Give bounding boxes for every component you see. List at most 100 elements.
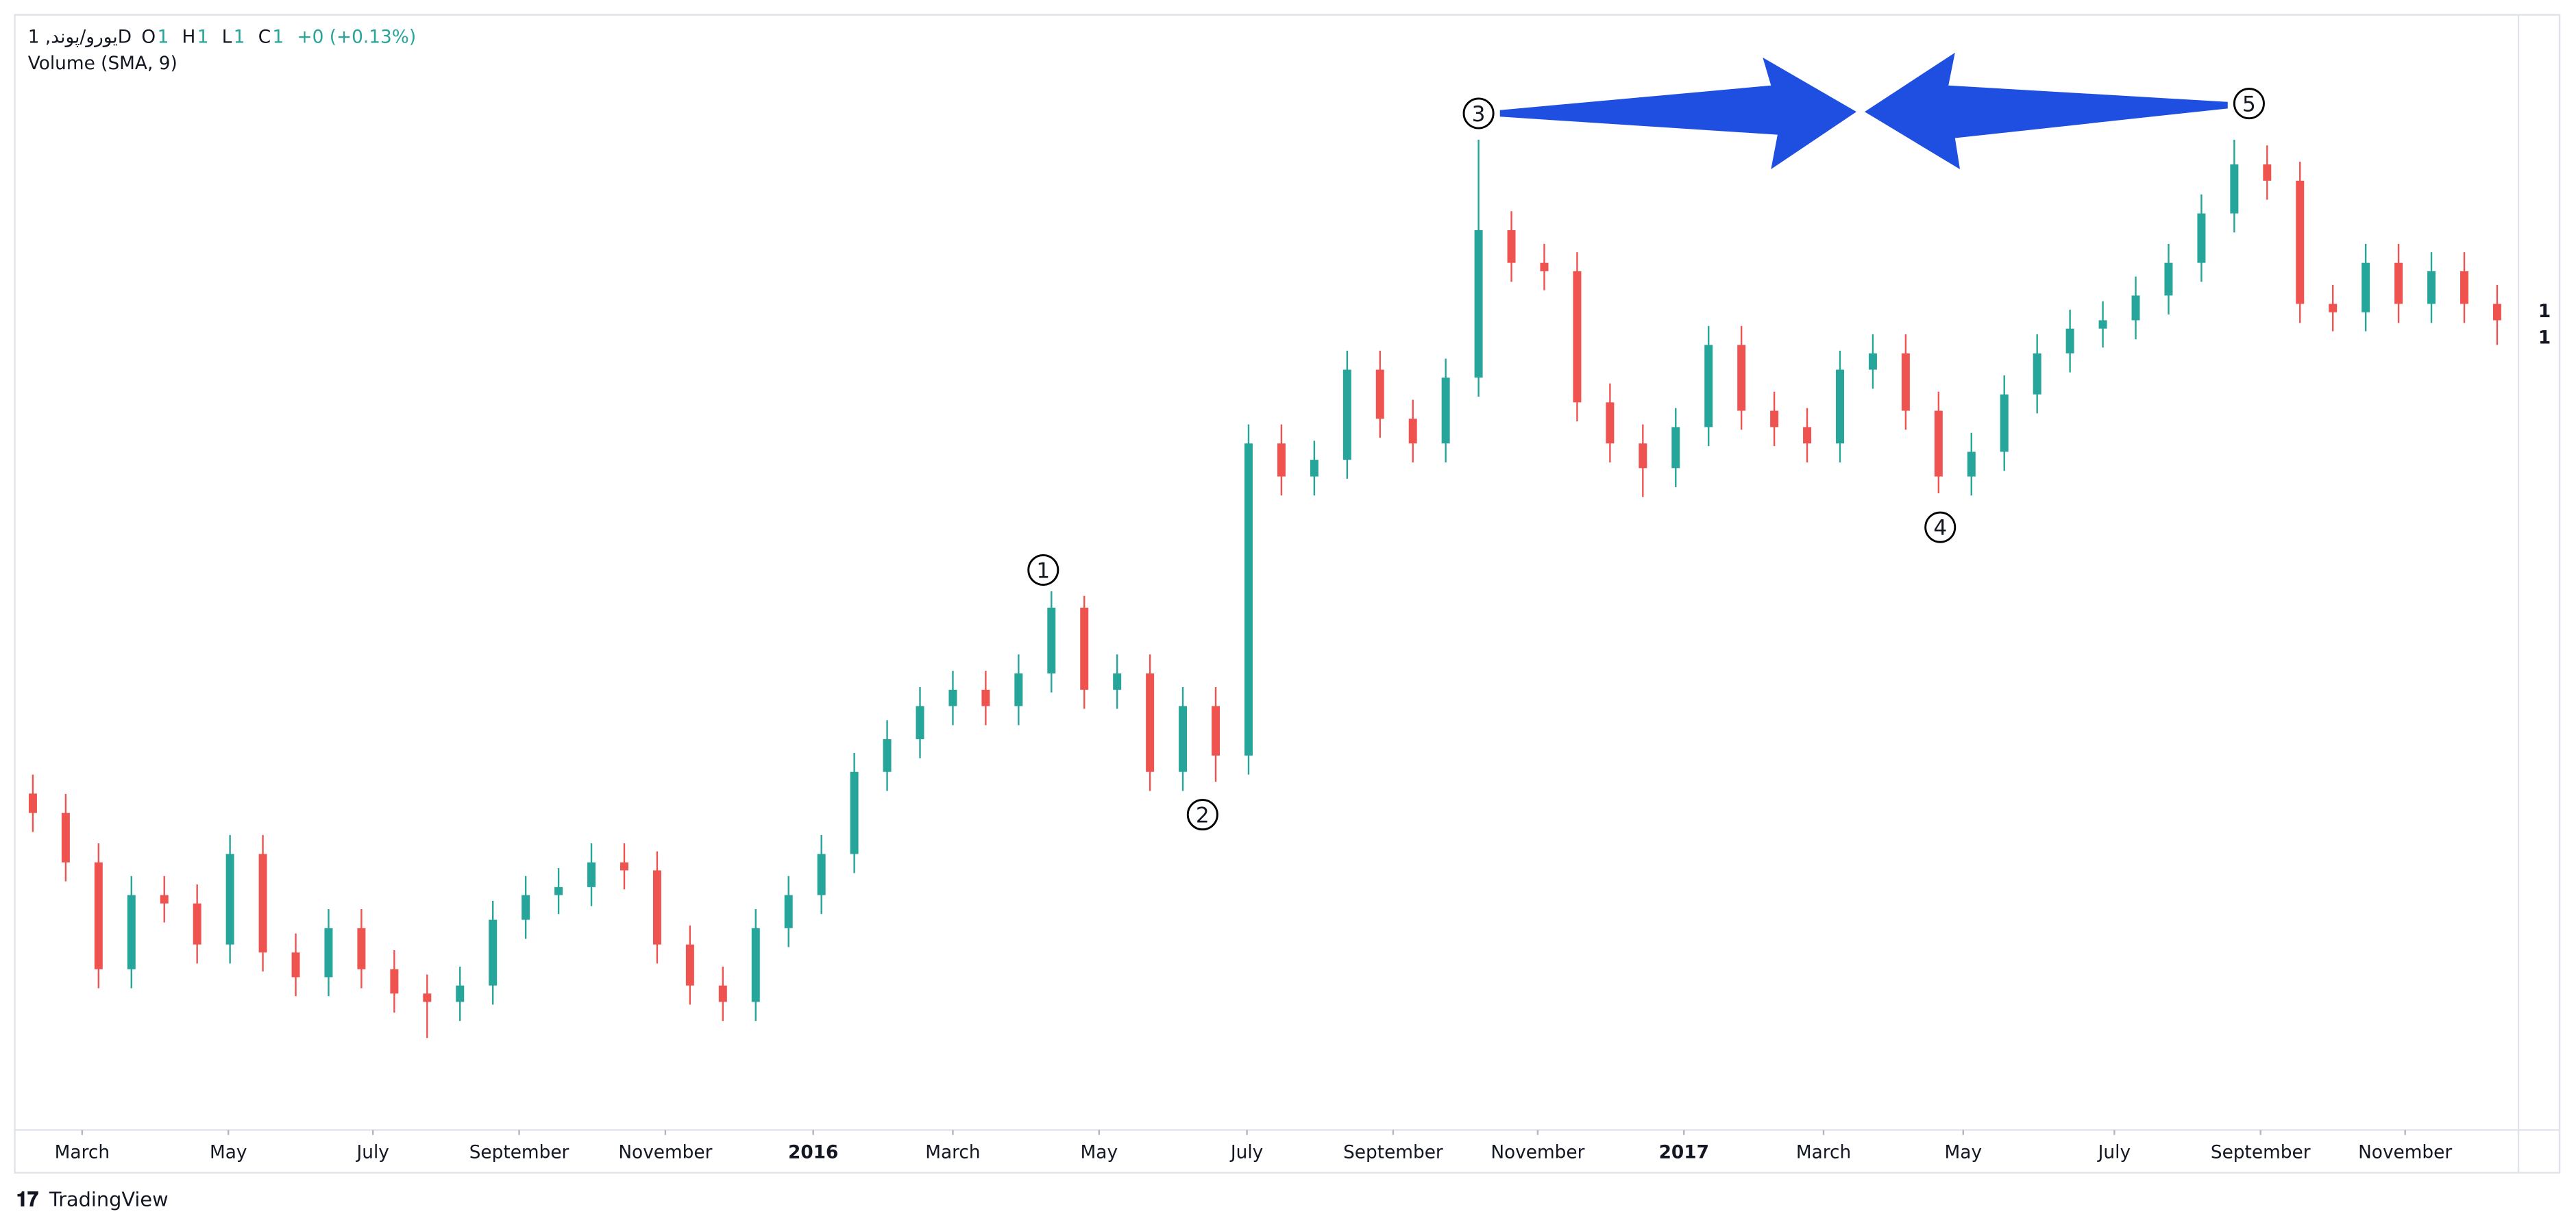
candle-body [1901,353,1910,411]
ohlc-value: 1 [273,27,284,48]
x-tick-label: 2016 [788,1143,838,1163]
candle-body [587,862,596,887]
candle-body [2362,262,2370,312]
candle-body [258,854,267,953]
x-tick-label: September [1343,1143,1443,1163]
candle-body [718,985,727,1002]
candle-body [1179,706,1188,772]
x-tick-label: November [1491,1143,1584,1163]
candle-body [1146,673,1155,772]
candle-body [94,862,103,969]
candle-body [1047,607,1056,673]
candle-body [685,944,694,986]
symbol: یورو/پوند, 1D [28,27,132,48]
candle-body [2131,295,2140,321]
candle-body [883,739,892,772]
candle-body [916,706,924,739]
x-tick-label: May [210,1143,247,1163]
x-tick-label: November [2358,1143,2452,1163]
ohlc-value: 1 [197,27,209,48]
candle-body [620,862,628,871]
ohlc-label: C [258,27,271,48]
candle-body [784,895,793,928]
candle-body [1507,230,1516,263]
x-tick-label: July [1229,1143,1263,1163]
ohlc-label: H [182,27,196,48]
x-tick-label: May [1081,1143,1118,1163]
candle-body [357,928,366,969]
candle-body [1934,410,1943,477]
candle-body [61,813,70,863]
candle-body [1639,443,1647,469]
candle-body [2065,328,2074,354]
annotation-label: 5 [2242,92,2256,117]
x-tick-label: March [925,1143,980,1163]
candle-body [390,969,399,994]
x-tick-label: July [2097,1143,2131,1163]
candle-body [981,689,990,706]
logo: 𝟏𝟕 [16,1188,38,1211]
annotation-label: 3 [1472,102,1486,127]
candle-body [652,870,661,945]
candle-body [28,793,37,813]
candle-body [1671,427,1680,469]
candle-body [1080,607,1089,690]
x-tick-label: September [2211,1143,2311,1163]
price-label: 1 [2538,301,2551,322]
ohlc-label: L [222,27,232,48]
candle-body [554,887,563,895]
candle-body [2164,262,2173,296]
x-tick-label: March [55,1143,110,1163]
arrow [1864,52,2228,170]
x-tick-label: September [469,1143,569,1163]
candle-body [817,854,826,895]
candle-body [1342,369,1351,460]
candle-body [522,895,530,920]
chart-frame [14,14,2561,1174]
candle-body [291,952,300,978]
candle-body [127,895,136,969]
candle-body [1375,369,1384,419]
candle-body [948,689,957,706]
candle-body [1310,460,1318,477]
candle-body [1441,377,1450,444]
ohlc-value: 1 [158,27,169,48]
annotation-circle [1924,511,1956,543]
candle-body [2230,164,2239,214]
candle-body [1212,706,1220,756]
candle-body [1967,451,1976,477]
candle-body [193,903,201,945]
candle-body [2098,320,2107,329]
candle-body [225,854,234,945]
candle-body [2197,213,2206,263]
candle-body [2296,180,2305,304]
annotation-circle [1186,799,1218,831]
arrow [1499,58,1856,170]
x-tick-label: May [1945,1143,1983,1163]
x-tick-label: March [1796,1143,1851,1163]
candle-body [1573,271,1582,403]
candle-body [2427,271,2436,304]
candle-body [2329,303,2338,312]
annotation-circle [1462,97,1495,129]
ohlc-label: O [141,27,156,48]
candle-body [489,919,498,986]
candle-body [1868,353,1877,370]
candle-body [1113,673,1122,690]
candle-body [2033,353,2041,395]
price-label: 1 [2538,327,2551,348]
annotation-circle [1027,554,1059,586]
x-tick-label: July [355,1143,389,1163]
candle-body [1704,345,1713,427]
candle-body [2492,303,2501,321]
annotation-circle [2233,88,2265,120]
annotation-label: 1 [1036,558,1050,583]
brand: 𝟏𝟕 TradingView [16,1188,169,1211]
candle-body [1606,402,1615,444]
header: یورو/پوند, 1D [28,27,132,48]
candle-body [1014,673,1023,706]
annotation-label: 2 [1196,804,1210,828]
candle-body [1540,262,1549,271]
